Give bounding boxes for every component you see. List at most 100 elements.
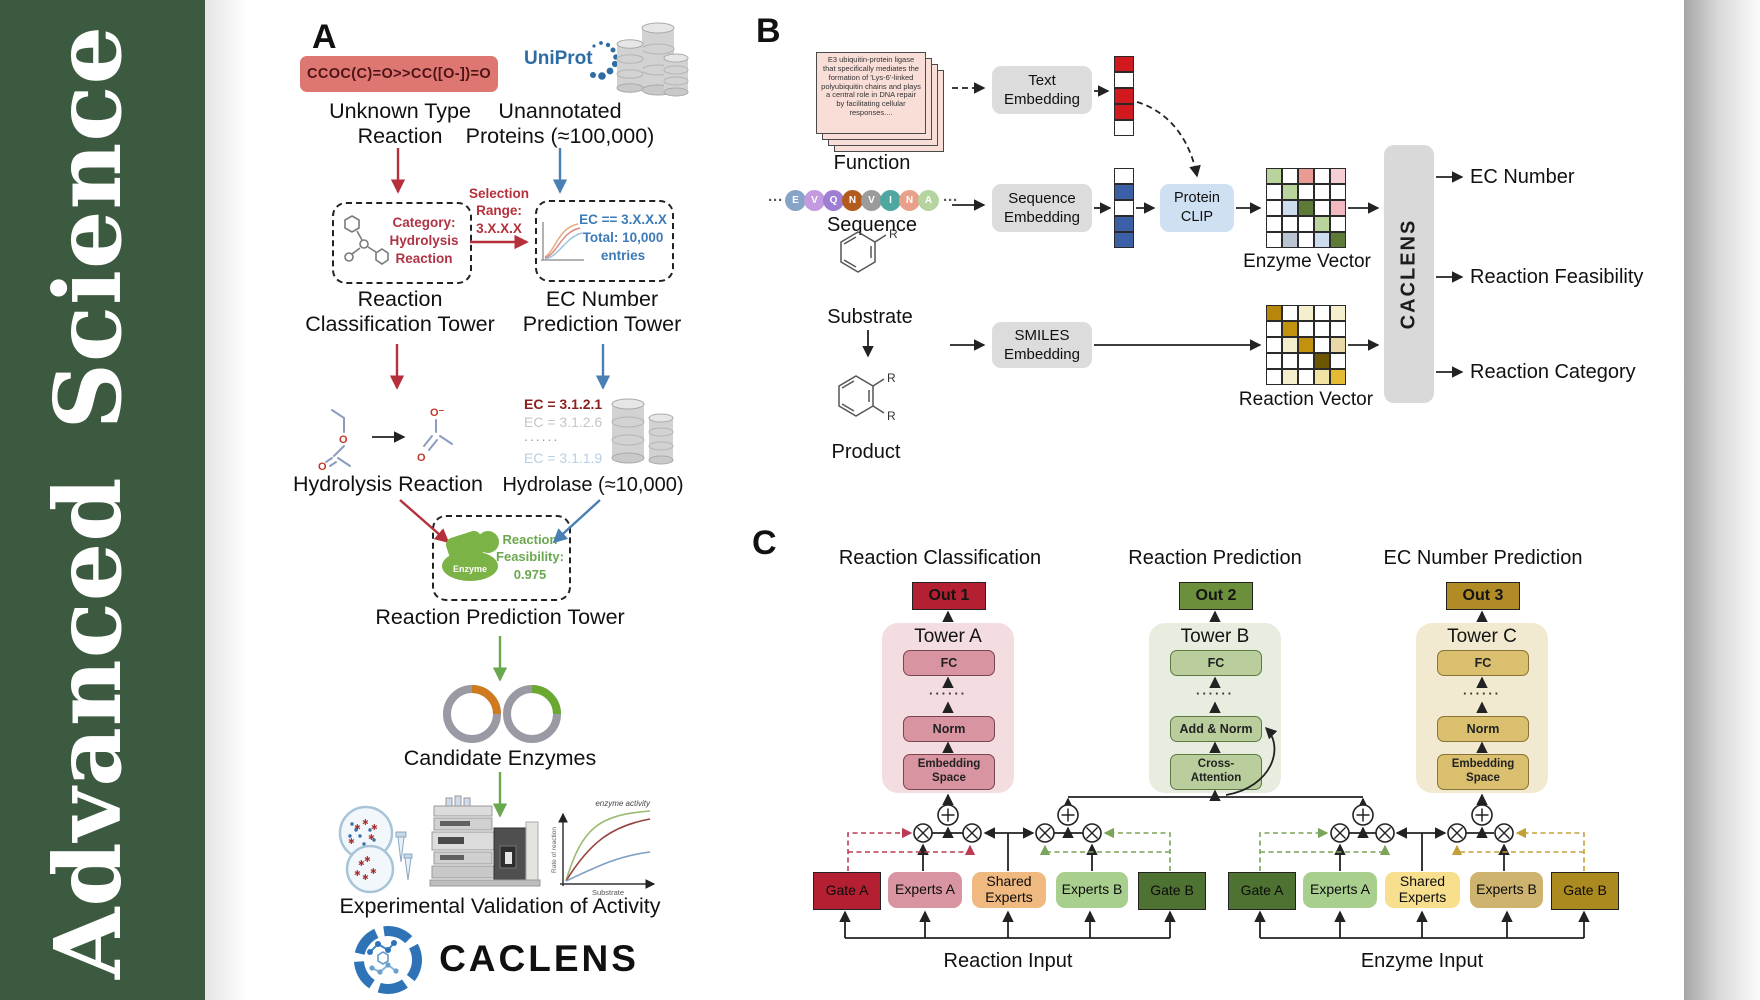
vector-cell (1314, 232, 1330, 248)
journal-sidebar: Advanced Science (0, 0, 205, 1000)
vector-cell (1298, 305, 1314, 321)
tower-b-dots: ······ (1196, 686, 1234, 701)
amino-acid-circle: E (785, 189, 806, 211)
sequence-letters-row: ··· E V Q N V I N A ··· (756, 188, 970, 212)
reaction-gate-a-box: Gate A (813, 872, 881, 910)
vector-cell (1298, 232, 1314, 248)
selection-range-label: Selection Range: 3.X.X.X (468, 185, 530, 236)
page-left-shadow (205, 0, 247, 1000)
vector-cell (1114, 184, 1134, 200)
vector-cell (1298, 321, 1314, 337)
reaction-feasibility-label: Reaction Feasibility: 0.975 (496, 531, 564, 582)
page-right-gradient-edge (1684, 0, 1760, 1000)
vector-cell (1114, 104, 1134, 120)
tower-c-name: Tower C (1447, 626, 1517, 647)
vector-cell (1314, 353, 1330, 369)
vector-cell (1314, 184, 1330, 200)
tower-a-norm: Norm (903, 716, 995, 742)
vector-cell (1282, 353, 1298, 369)
vector-cell (1282, 337, 1298, 353)
out2-box: Out 2 (1179, 582, 1253, 610)
vector-cell (1266, 184, 1282, 200)
panel-a-label: A (312, 18, 337, 56)
vector-cell (1282, 200, 1298, 216)
tower-a-name: Tower A (914, 626, 982, 647)
function-card-text: E3 ubiquitin-protein ligase that specifi… (821, 55, 921, 118)
vector-cell (1266, 337, 1282, 353)
vector-cell (1282, 168, 1298, 184)
vector-cell (1314, 337, 1330, 353)
amino-acid-circle: Q (823, 189, 844, 211)
tower-b-fc: FC (1170, 650, 1262, 676)
text-embedding-box: Text Embedding (992, 66, 1092, 114)
uniprot-logo: UniProt (524, 48, 593, 69)
enzyme-vector-grid (1266, 168, 1346, 248)
function-card: E3 ubiquitin-protein ligase that specifi… (816, 52, 926, 134)
vector-cell (1282, 232, 1298, 248)
tower-b-cross-attention: Cross- Attention (1170, 754, 1262, 790)
hydrolysis-reaction-label: Hydrolysis Reaction (293, 472, 483, 497)
tower-b-add-norm: Add & Norm (1170, 716, 1262, 742)
reaction-vector-label: Reaction Vector (1238, 388, 1374, 410)
reaction-experts-b-box: Experts B (1056, 872, 1128, 908)
vector-cell (1266, 232, 1282, 248)
vector-cell (1314, 305, 1330, 321)
function-label: Function (833, 152, 911, 175)
vector-cell (1330, 168, 1346, 184)
unknown-type-label: Unknown Type Reaction (329, 98, 471, 148)
vector-cell (1330, 337, 1346, 353)
category-hydrolysis-label: Category: Hydrolysis Reaction (389, 215, 459, 266)
vector-cell (1266, 200, 1282, 216)
tower-a-fc: FC (903, 650, 995, 676)
ec-number-dashed-box (535, 200, 674, 282)
vector-cell (1282, 321, 1298, 337)
vector-cell (1266, 369, 1282, 385)
smiles-reaction-box: CCOC(C)=O>>CC([O-])=O (300, 56, 498, 92)
vector-cell (1314, 216, 1330, 232)
vector-cell (1330, 305, 1346, 321)
vector-cell (1282, 369, 1298, 385)
vector-cell (1266, 168, 1282, 184)
enzyme-vector-label: Enzyme Vector (1243, 250, 1371, 272)
amino-acid-circle: V (861, 189, 882, 211)
vector-cell (1282, 305, 1298, 321)
vector-cell (1314, 369, 1330, 385)
candidate-enzymes-label: Candidate Enzymes (403, 746, 597, 771)
reaction-experts-a-box: Experts A (888, 872, 962, 908)
vector-cell (1330, 232, 1346, 248)
amino-acid-circle: I (880, 189, 901, 211)
tower-b-name: Tower B (1180, 626, 1250, 647)
tower-a-embedding-space: Embedding Space (903, 754, 995, 790)
tower-c-embedding-space: Embedding Space (1437, 754, 1529, 790)
vector-cell (1314, 168, 1330, 184)
output-reaction-category: Reaction Category (1470, 361, 1636, 383)
reaction-gate-b-box: Gate B (1138, 872, 1206, 910)
journal-title: Advanced Science (34, 25, 142, 979)
sequence-label: Sequence (826, 214, 918, 237)
vector-cell (1330, 353, 1346, 369)
enzyme-experts-a-box: Experts A (1303, 872, 1377, 908)
enzyme-gate-b-box: Gate B (1551, 872, 1619, 910)
text-embedding-vector (1114, 56, 1134, 136)
sequence-ellipsis: ··· (768, 191, 783, 209)
caclens-model-label: CACLENS (1397, 218, 1420, 330)
vector-cell (1298, 216, 1314, 232)
ec-list-item: EC = 3.1.2.6 (524, 414, 603, 430)
hydrolase-label: Hydrolase (≈10,000) (502, 474, 684, 497)
vector-cell (1298, 184, 1314, 200)
vector-cell (1330, 184, 1346, 200)
vector-cell (1298, 369, 1314, 385)
page-background (205, 0, 1684, 1000)
unannotated-proteins-label: Unannotated Proteins (≈100,000) (465, 98, 655, 148)
experimental-validation-label: Experimental Validation of Activity (339, 894, 661, 919)
reaction-prediction-title: Reaction Prediction (1128, 546, 1302, 569)
vector-cell (1266, 305, 1282, 321)
vector-cell (1114, 120, 1134, 136)
caclens-model-block: CACLENS (1384, 145, 1434, 403)
vector-cell (1114, 168, 1134, 184)
reaction-shared-experts-box: Shared Experts (972, 872, 1046, 908)
amino-acid-circle: V (804, 189, 825, 211)
caclens-wordmark: CACLENS (439, 938, 639, 979)
ec-number-prediction-title: EC Number Prediction (1383, 546, 1583, 569)
